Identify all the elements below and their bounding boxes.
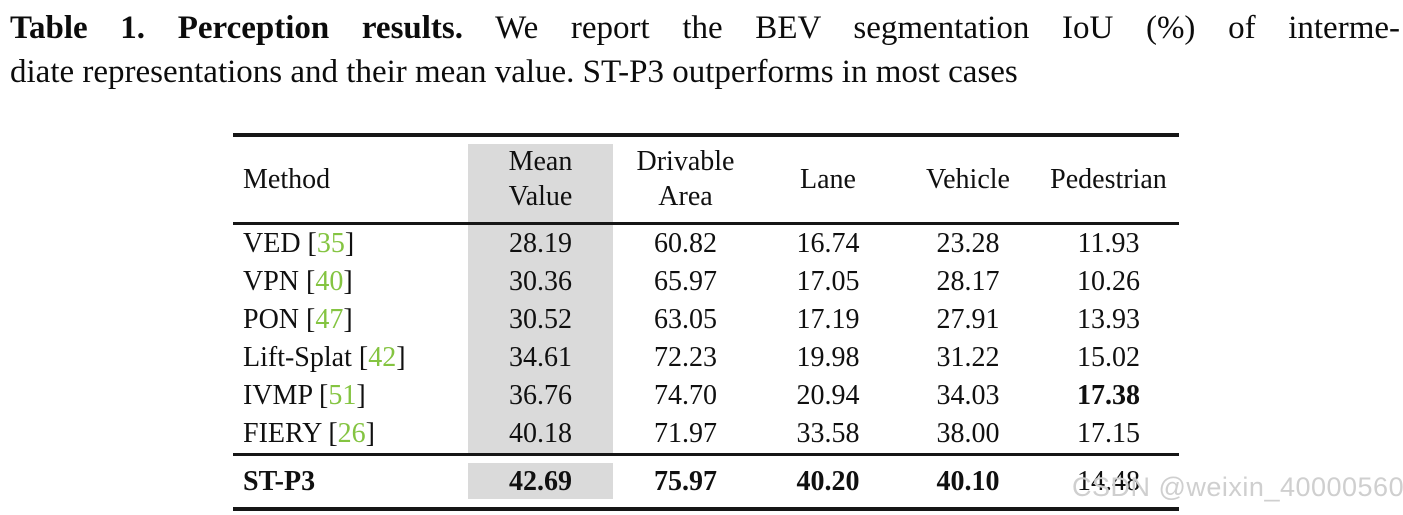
caption-line-1: Table 1. Perception results. We report t…: [10, 6, 1400, 50]
citation-link[interactable]: 26: [337, 418, 366, 449]
table-row-ved: VED [35] 28.19 60.82 16.74 23.28 11.93: [233, 223, 1179, 263]
cell-method: ST-P3: [233, 453, 468, 509]
cell-vehicle: 28.17: [936, 266, 1000, 297]
col-header-line: Vehicle: [926, 163, 1010, 195]
cell-pedestrian: 13.93: [1077, 304, 1140, 335]
cell-method: Lift-Splat [42]: [243, 342, 406, 373]
col-header-line: Mean: [508, 146, 573, 177]
method-name: PON: [243, 304, 300, 335]
table-header: Method Mean Value Drivable Area Lane Vehicle Pe…: [233, 135, 1179, 225]
caption-line-2: diate representations and their mean val…: [10, 54, 1018, 90]
cell-drivable-area: 65.97: [654, 266, 717, 297]
cell-pedestrian: 17.15: [1077, 418, 1140, 449]
cell-drivable-area: 60.82: [654, 228, 717, 259]
cell-drivable-area: 72.23: [654, 342, 717, 373]
cell-mean-value: 42.69: [468, 453, 613, 509]
col-header-drivable-area: Drivable Area: [613, 135, 758, 225]
cell-pedestrian: 15.02: [1077, 342, 1140, 373]
caption-title: Table 1. Perception results.: [10, 10, 464, 46]
citation-link[interactable]: 51: [328, 380, 357, 411]
col-header-line: Pedestrian: [1050, 163, 1167, 195]
cell-vehicle: 34.03: [936, 380, 1000, 411]
cell-mean-value: 30.52: [468, 301, 613, 339]
cell-vehicle: 23.28: [936, 228, 1000, 259]
cell-method: FIERY [26]: [243, 418, 375, 449]
cell-drivable-area: 74.70: [654, 380, 717, 411]
table-row-ivmp: IVMP [51] 36.76 74.70 20.94 34.03 17.38: [233, 377, 1179, 415]
cell-mean-value: 34.61: [468, 339, 613, 377]
caption-line1-text: We report the BEV segmentation IoU (%) o…: [463, 10, 1400, 46]
csdn-watermark: CSDN @weixin_40000560: [1072, 472, 1403, 502]
cell-method: IVMP [51]: [243, 380, 366, 411]
col-header-mean-value: Mean Value: [468, 135, 613, 225]
cell-mean-value: 40.18: [468, 415, 613, 455]
method-name: FIERY: [243, 418, 322, 449]
method-name: ST-P3: [243, 465, 316, 497]
table-row-pon: PON [47] 30.52 63.05 17.19 27.91 13.93: [233, 301, 1179, 339]
method-name: Lift-Splat: [243, 342, 352, 373]
method-name: IVMP: [243, 380, 312, 411]
cell-lane: 33.58: [796, 418, 860, 449]
table-row-lift-splat: Lift-Splat [42] 34.61 72.23 19.98 31.22 15.02: [233, 339, 1179, 377]
cell-pedestrian: 10.26: [1077, 266, 1140, 297]
table-body: VED [35] 28.19 60.82 16.74 23.28 11.93 VPN [40…: [233, 223, 1179, 509]
cell-pedestrian: 11.93: [1077, 228, 1140, 259]
cell-method: PON [47]: [243, 304, 353, 335]
cell-lane: 17.19: [796, 304, 860, 335]
cell-vehicle: 27.91: [936, 304, 1000, 335]
method-name: VED: [243, 228, 301, 259]
method-name: VPN: [243, 266, 300, 297]
cell-lane: 20.94: [796, 380, 860, 411]
col-header-lane: Lane: [758, 135, 898, 225]
cell-mean-value: 28.19: [468, 223, 613, 263]
citation-link[interactable]: 47: [315, 304, 344, 335]
perception-results-table: Method Mean Value Drivable Area Lane Vehicle Pe…: [233, 133, 1179, 511]
table-row-fiery: FIERY [26] 40.18 71.97 33.58 38.00 17.15: [233, 415, 1179, 455]
col-header-pedestrian: Pedestrian: [1038, 135, 1179, 225]
cell-drivable-area: 75.97: [613, 453, 758, 509]
cell-method: VPN [40]: [243, 266, 353, 297]
cell-drivable-area: 71.97: [654, 418, 717, 449]
citation-link[interactable]: 40: [315, 266, 344, 297]
table-row-vpn: VPN [40] 30.36 65.97 17.05 28.17 10.26: [233, 263, 1179, 301]
cell-lane: 40.20: [758, 453, 898, 509]
citation-link[interactable]: 42: [368, 342, 397, 373]
cell-lane: 19.98: [796, 342, 860, 373]
citation-link[interactable]: 35: [316, 228, 345, 259]
cell-mean-value: 30.36: [468, 263, 613, 301]
col-header-method: Method: [233, 135, 468, 225]
col-header-vehicle: Vehicle: [898, 135, 1038, 225]
cell-pedestrian: 17.38: [1077, 380, 1140, 411]
table-row-st-p3: ST-P3 42.69 75.97 40.20 40.10 14.48: [233, 453, 1179, 509]
cell-vehicle: 40.10: [898, 453, 1038, 509]
col-header-line: Area: [658, 181, 713, 212]
cell-lane: 17.05: [796, 266, 860, 297]
col-header-line: Lane: [800, 163, 856, 195]
cell-vehicle: 38.00: [936, 418, 1000, 449]
cell-method: VED [35]: [243, 228, 355, 259]
cell-drivable-area: 63.05: [654, 304, 717, 335]
table-caption: Table 1. Perception results. We report t…: [10, 6, 1400, 94]
col-header-line: Value: [508, 181, 573, 212]
cell-pedestrian: 14.48: [1038, 453, 1179, 509]
col-header-line: Method: [243, 163, 331, 195]
cell-mean-value: 36.76: [468, 377, 613, 415]
header-row: Method Mean Value Drivable Area Lane Vehicle Pe…: [233, 135, 1179, 225]
cell-vehicle: 31.22: [936, 342, 1000, 373]
col-header-line: Drivable: [636, 146, 735, 177]
cell-lane: 16.74: [796, 228, 860, 259]
